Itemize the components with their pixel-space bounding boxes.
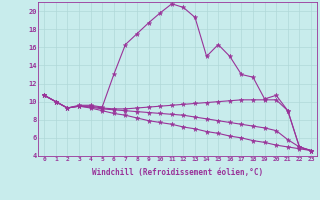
X-axis label: Windchill (Refroidissement éolien,°C): Windchill (Refroidissement éolien,°C): [92, 168, 263, 177]
